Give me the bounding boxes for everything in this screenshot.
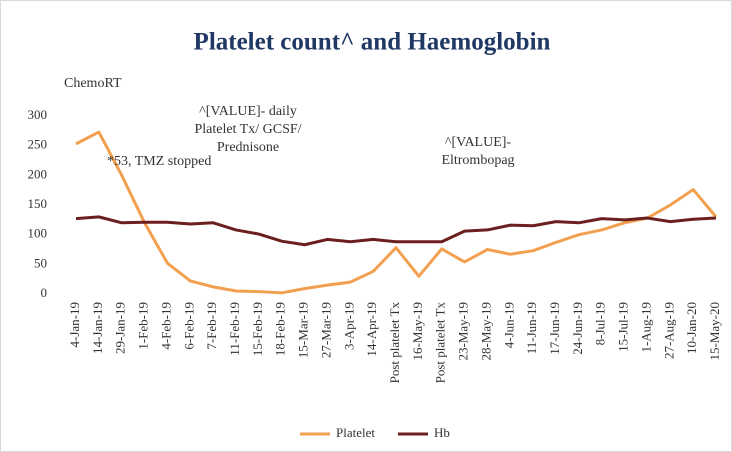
x-tick-label: 28-May-19 [478, 302, 493, 361]
x-tick-label: 14-Apr-19 [364, 302, 379, 357]
x-tick-label: 17-Jun-19 [547, 302, 562, 355]
annotation: Platelet Tx/ GCSF/ [194, 122, 301, 137]
x-tick-label: 29-Jan-19 [113, 302, 128, 354]
x-tick-label: 4-Jun-19 [501, 302, 516, 348]
x-tick-label: 15-Feb-19 [250, 302, 265, 356]
x-tick-label: 6-Feb-19 [181, 302, 196, 350]
x-tick-label: 27-Aug-19 [661, 302, 676, 359]
series-line [75, 215, 717, 247]
x-tick-label: 15-May-20 [707, 302, 722, 361]
y-tick-label: 100 [28, 226, 48, 241]
annotation: ChemoRT [64, 76, 122, 91]
chart-title: Platelet count^ and Haemoglobin [194, 29, 551, 56]
x-tick-label: 3-Apr-19 [341, 302, 356, 350]
annotation: ^[VALUE]- daily [199, 104, 297, 119]
x-tick-label: 4-Jan-19 [67, 302, 82, 348]
y-tick-label: 300 [28, 107, 48, 122]
x-tick-label: 8-Jul-19 [593, 302, 608, 345]
annotation: *53, TMZ stopped [107, 154, 211, 169]
x-tick-label: Post platelet Tx [433, 302, 448, 384]
y-tick-label: 200 [28, 166, 48, 181]
x-tick-label: 16-May-19 [410, 302, 425, 361]
x-tick-label: 27-Mar-19 [318, 302, 333, 358]
x-tick-label: 7-Feb-19 [204, 302, 219, 350]
x-tick-label: 11-Jun-19 [524, 302, 539, 354]
y-tick-label: 0 [41, 285, 48, 300]
series-line [75, 130, 718, 295]
annotation: ^[VALUE]- [445, 135, 512, 150]
x-tick-label: 10-Jan-20 [684, 302, 699, 354]
annotation: Prednisone [217, 140, 279, 155]
annotation: Eltrombopag [441, 153, 514, 168]
legend-label: Hb [434, 425, 450, 440]
x-tick-label: 18-Feb-19 [273, 302, 288, 356]
y-tick-label: 250 [28, 137, 48, 152]
x-tick-label: 24-Jun-19 [570, 302, 585, 355]
legend-label: Platelet [336, 425, 375, 440]
x-tick-label: 4-Feb-19 [158, 302, 173, 350]
x-tick-label: 1-Aug-19 [638, 302, 653, 353]
x-tick-label: 23-May-19 [456, 302, 471, 361]
x-tick-label: 1-Feb-19 [136, 302, 151, 350]
y-tick-label: 150 [28, 196, 48, 211]
x-tick-label: 15-Jul-19 [616, 302, 631, 352]
y-tick-label: 50 [34, 255, 47, 270]
x-tick-label: 15-Mar-19 [296, 302, 311, 358]
x-tick-label: Post platelet Tx [387, 302, 402, 384]
x-tick-label: 14-Jan-19 [90, 302, 105, 354]
x-tick-label: 11-Feb-19 [227, 302, 242, 356]
